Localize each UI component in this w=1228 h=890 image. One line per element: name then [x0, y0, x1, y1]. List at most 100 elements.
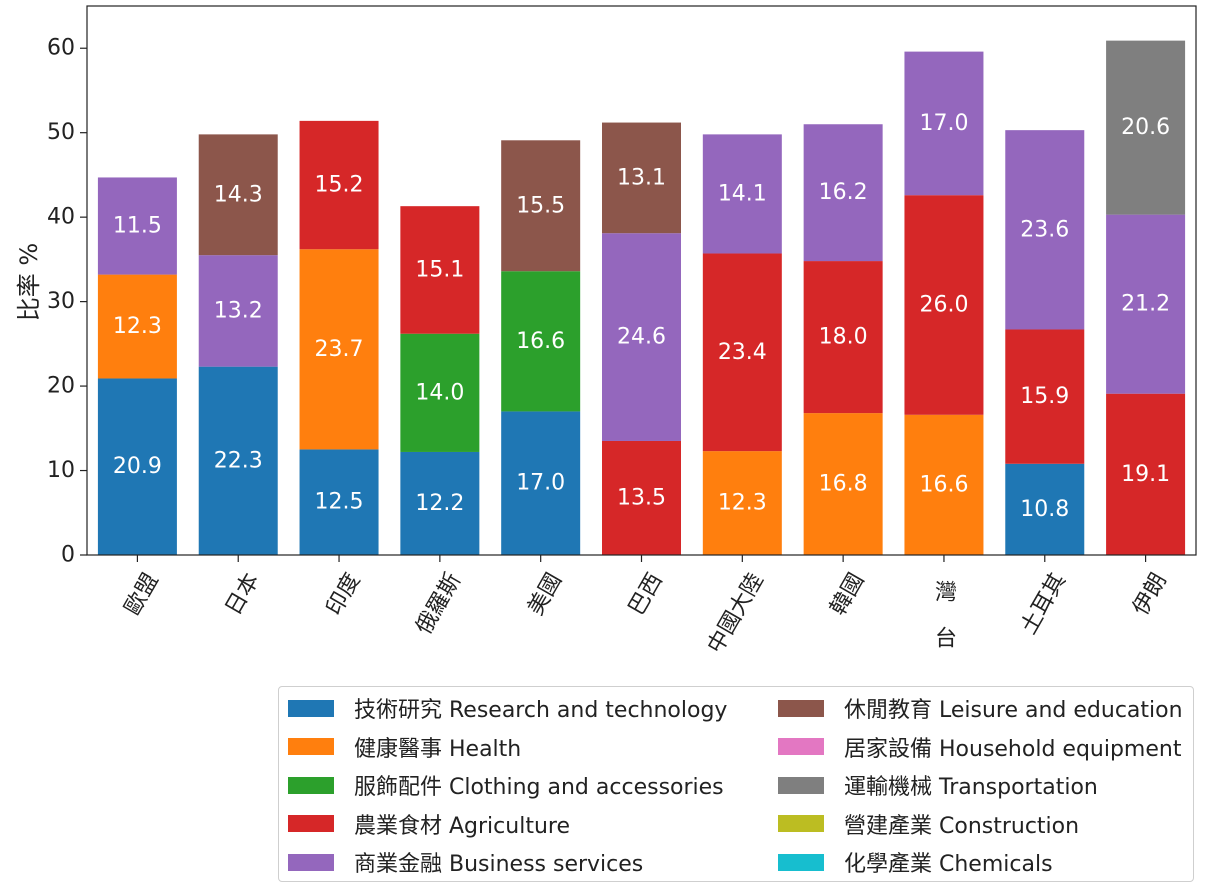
bar-segment [400, 333, 480, 452]
bar-segment [299, 449, 379, 555]
bar-segment [904, 51, 984, 196]
y-tick-label: 60 [47, 36, 75, 61]
bar-segment [299, 120, 379, 250]
legend-label: 健康醫事 Health [354, 736, 522, 762]
legend-swatch [778, 738, 824, 755]
y-tick-label: 10 [47, 458, 75, 483]
legend-swatch [778, 815, 824, 832]
bar-value-label: 16.2 [819, 180, 868, 205]
bar-segment [198, 134, 278, 256]
legend-item: 商業金融 Business services [288, 847, 643, 877]
bar-value-label: 16.6 [516, 329, 565, 354]
bar-segment [702, 253, 782, 452]
bar-value-label: 24.6 [617, 325, 666, 350]
legend-item: 居家設備 Household equipment [778, 732, 1181, 762]
bar-segment [97, 274, 177, 379]
bar-value-label: 12.5 [315, 490, 364, 515]
bar-value-label: 15.1 [415, 257, 464, 282]
bar-value-label: 15.2 [315, 173, 364, 198]
bar-segment [299, 249, 379, 450]
legend-item: 營建產業 Construction [778, 809, 1079, 839]
bar-segment [1106, 393, 1186, 555]
legend-label: 運輸機械 Transportation [844, 775, 1098, 800]
x-axis: 歐盟 日本 印度 俄羅斯 美國 巴西 中國大陸 韓國 灣台 土耳其 伊朗 [120, 555, 1172, 658]
bar-segment [501, 411, 581, 555]
legend-label: 居家設備 Household equipment [844, 736, 1182, 762]
bar-value-label: 12.2 [415, 491, 464, 516]
bar-segment [97, 177, 177, 275]
legend-swatch [288, 853, 334, 871]
legend-swatch [778, 853, 824, 871]
x-tick-label: 歐盟 [120, 569, 164, 620]
bar-segment [1005, 130, 1085, 330]
legend-swatch [288, 738, 334, 755]
bar-value-label: 20.6 [1121, 115, 1170, 140]
bar-segment [501, 140, 581, 272]
legend-item: 化學產業 Chemicals [778, 847, 1053, 877]
bar-segment [198, 366, 278, 555]
legend-swatch [778, 776, 824, 794]
bar-value-label: 19.1 [1121, 462, 1170, 487]
bar-segment [702, 451, 782, 555]
legend-item: 休閒教育 Leisure and education [778, 693, 1183, 723]
bar-value-label: 11.5 [113, 214, 162, 239]
y-axis: 0 10 20 30 40 50 60 [47, 36, 87, 568]
x-tick-label: 灣 [935, 581, 957, 606]
x-tick-label: 台 [935, 627, 957, 652]
x-tick-label: 韓國 [826, 569, 870, 620]
legend-label: 技術研究 Research and technology [354, 698, 728, 723]
legend-label: 農業食材 Agriculture [354, 813, 570, 839]
x-tick-label: 中國大陸 [703, 569, 769, 658]
bar-segment [1106, 40, 1186, 215]
bar-value-label: 23.4 [718, 340, 767, 365]
bar-value-label: 12.3 [113, 314, 162, 339]
legend-label: 商業金融 Business services [354, 852, 644, 877]
y-tick-label: 50 [47, 120, 75, 145]
bar-value-label: 23.6 [1020, 217, 1069, 242]
bar-value-label: 18.0 [819, 325, 868, 350]
y-axis-label: 比率 % [15, 243, 43, 321]
bar-segment [702, 134, 782, 254]
x-tick-label: 印度 [322, 569, 366, 620]
y-tick-label: 20 [47, 374, 75, 399]
legend-item: 農業食材 Agriculture [288, 809, 570, 839]
legend-item: 服飾配件 Clothing and accessories [288, 770, 724, 800]
bar-segment [602, 122, 681, 234]
bar-value-label: 15.5 [516, 193, 565, 218]
bar-value-label: 12.3 [718, 491, 767, 516]
bar-value-label: 14.0 [415, 380, 464, 405]
bar-segment [904, 414, 984, 555]
legend: 技術研究 Research and technology 健康醫事 Health 服… [278, 686, 1194, 882]
x-tick-label: 伊朗 [1128, 569, 1172, 620]
legend-label: 服飾配件 Clothing and accessories [354, 775, 724, 800]
bar-segment [602, 440, 681, 555]
bar-value-label: 13.5 [617, 485, 666, 510]
bar-segment [1106, 214, 1186, 394]
bar-value-label: 16.8 [819, 472, 868, 497]
bar-value-label: 14.1 [718, 181, 767, 206]
bar-value-label: 10.8 [1020, 497, 1069, 522]
legend-swatch [778, 699, 824, 717]
x-tick-label: 土耳其 [1016, 569, 1071, 639]
legend-swatch [288, 699, 334, 717]
y-tick-label: 40 [47, 205, 75, 230]
bar-value-label: 17.0 [919, 111, 968, 136]
legend-item: 健康醫事 Health [288, 732, 521, 762]
bar-segment [400, 206, 480, 334]
x-tick-label: 巴西 [624, 569, 668, 620]
x-tick-label: 俄羅斯 [412, 569, 467, 639]
bar-segment [803, 261, 883, 414]
legend-label: 休閒教育 Leisure and education [844, 698, 1183, 723]
x-tick-label: 美國 [523, 569, 567, 620]
bar-value-label: 14.3 [214, 182, 263, 207]
bar-segment [1005, 463, 1085, 555]
bar-value-label: 23.7 [315, 337, 364, 362]
legend-label: 化學產業 Chemicals [844, 852, 1053, 877]
bar-value-label: 20.9 [113, 454, 162, 479]
bar-value-label: 26.0 [919, 292, 968, 317]
bar-segment [501, 271, 581, 412]
bar-segment [803, 124, 883, 262]
legend-item: 運輸機械 Transportation [778, 770, 1098, 800]
bar-segment [1005, 329, 1085, 464]
